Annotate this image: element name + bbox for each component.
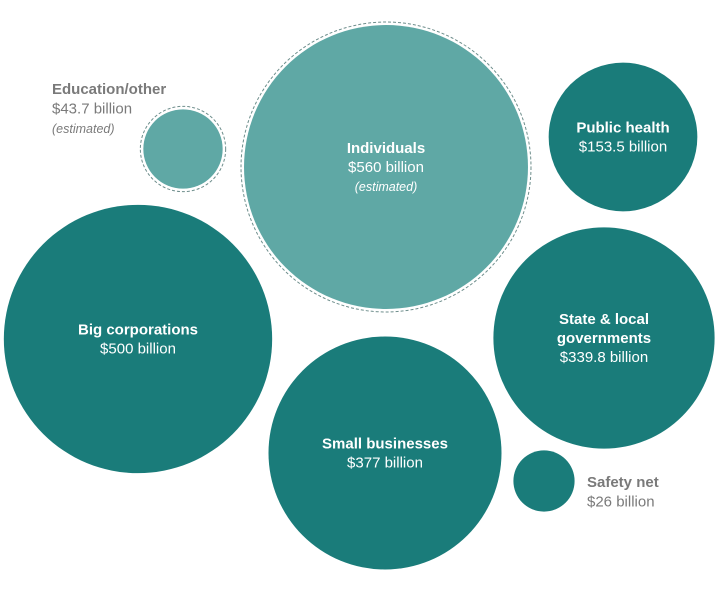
bubble-state-and-local-governments-value: $339.8 billion bbox=[560, 349, 648, 366]
bubble-public-health-value: $153.5 billion bbox=[579, 139, 667, 156]
bubble-education-other-value: $43.7 billion bbox=[52, 101, 132, 118]
bubble-small-businesses-name: Small businesses bbox=[322, 436, 448, 453]
bubble-state-and-local-governments: State & local governments $339.8 billion bbox=[493, 227, 715, 449]
bubble-individuals-name: Individuals bbox=[347, 140, 425, 157]
bubble-individuals-circle bbox=[244, 25, 528, 309]
bubble-big-corporations: Big corporations $500 billion bbox=[3, 204, 273, 474]
bubble-education-other-circle bbox=[143, 109, 223, 189]
bubble-individuals-value: $560 billion bbox=[348, 159, 424, 176]
bubble-individuals-note: (estimated) bbox=[355, 180, 418, 194]
bubble-big-corporations-value: $500 billion bbox=[100, 341, 176, 358]
bubble-small-businesses: Small businesses $377 billion bbox=[268, 336, 502, 570]
bubble-individuals-estimated-outline bbox=[240, 21, 532, 313]
bubble-safety-net-name: Safety net bbox=[587, 474, 659, 491]
bubble-state-and-local-governments-name-line-2: governments bbox=[557, 330, 651, 347]
bubble-education-other-name: Education/other bbox=[52, 81, 166, 98]
bubble-state-and-local-governments-circle bbox=[493, 227, 715, 449]
bubble-public-health: Public health $153.5 billion bbox=[548, 62, 698, 212]
bubble-state-and-local-governments-name-line-1: State & local bbox=[559, 311, 649, 328]
bubble-small-businesses-value: $377 billion bbox=[347, 455, 423, 472]
bubble-public-health-name: Public health bbox=[576, 120, 669, 137]
bubble-big-corporations-circle bbox=[3, 204, 273, 474]
bubble-public-health-circle bbox=[548, 62, 698, 212]
bubble-education-other-note: (estimated) bbox=[52, 122, 115, 136]
bubble-education-other: Education/other $43.7 billion (estimated) bbox=[52, 81, 227, 193]
bubble-big-corporations-name: Big corporations bbox=[78, 322, 198, 339]
bubble-safety-net: Safety net $26 billion bbox=[513, 450, 659, 512]
bubble-safety-net-value: $26 billion bbox=[587, 494, 655, 511]
bubble-small-businesses-circle bbox=[268, 336, 502, 570]
bubble-education-other-estimated-outline bbox=[139, 105, 227, 193]
bubble-individuals: Individuals $560 billion (estimated) bbox=[240, 21, 532, 313]
bubble-safety-net-circle bbox=[513, 450, 575, 512]
